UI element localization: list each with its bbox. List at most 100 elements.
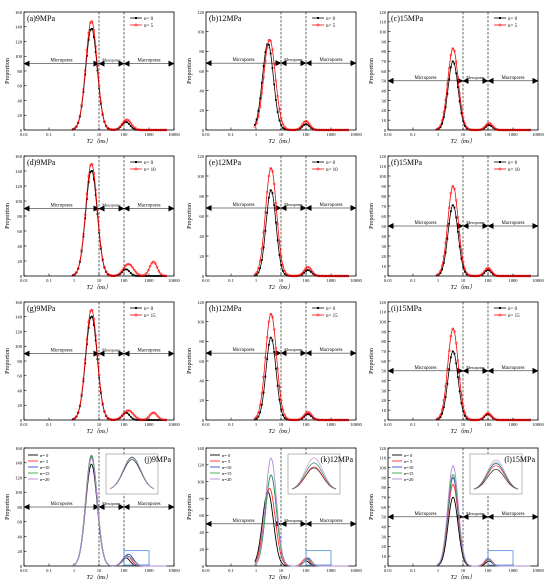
series-marker bbox=[134, 270, 138, 274]
series-marker bbox=[280, 408, 283, 411]
series-marker bbox=[154, 419, 157, 421]
y-tick-label: 80 bbox=[199, 339, 204, 344]
panel-title: (b)12MPa bbox=[209, 14, 242, 23]
series-line bbox=[254, 457, 349, 567]
y-tick-label: 20 bbox=[381, 254, 386, 259]
series-marker bbox=[323, 418, 327, 422]
series-marker bbox=[437, 416, 440, 420]
series-marker bbox=[444, 251, 447, 254]
series-marker bbox=[300, 123, 304, 126]
series-marker bbox=[117, 417, 120, 420]
series-marker bbox=[288, 418, 292, 422]
series-marker bbox=[99, 100, 103, 104]
zoom-box bbox=[123, 550, 150, 566]
legend-marker bbox=[135, 161, 137, 163]
y-tick-label: 110 bbox=[379, 20, 386, 25]
series-marker bbox=[481, 127, 484, 131]
series-marker bbox=[344, 128, 348, 132]
x-tick-label: 0.1 bbox=[410, 422, 416, 427]
x-tick-label: 0.1 bbox=[228, 132, 234, 137]
series-marker bbox=[142, 275, 144, 277]
inset-curve bbox=[473, 459, 519, 490]
series-marker bbox=[486, 122, 490, 125]
series-marker bbox=[156, 275, 159, 277]
series-marker bbox=[504, 128, 507, 132]
series-line bbox=[254, 39, 349, 131]
series-marker bbox=[83, 69, 87, 72]
zone-label: Mesopores bbox=[284, 202, 303, 207]
series-marker bbox=[262, 65, 265, 68]
y-tick-label: 40 bbox=[381, 234, 386, 239]
series-marker bbox=[457, 376, 459, 379]
series-marker bbox=[85, 54, 88, 57]
zone-label: Macropores bbox=[320, 519, 343, 524]
series-marker bbox=[500, 274, 504, 278]
series-marker bbox=[71, 418, 74, 421]
series-marker bbox=[449, 191, 453, 195]
series-marker bbox=[117, 273, 120, 276]
legend-label: n= 0 bbox=[508, 17, 518, 22]
series-marker bbox=[271, 192, 274, 195]
legend-marker bbox=[316, 23, 320, 27]
series-marker bbox=[97, 228, 101, 232]
series-marker bbox=[464, 415, 466, 417]
zone-label: Mesopores bbox=[102, 58, 121, 63]
x-tick-label: 10 bbox=[279, 422, 284, 427]
y-tick-label: 0 bbox=[20, 564, 23, 569]
series-marker bbox=[344, 418, 348, 422]
series-marker bbox=[162, 274, 166, 278]
series-marker bbox=[458, 91, 461, 95]
legend-label: n= 5 bbox=[404, 459, 413, 464]
x-tick-label: 100 bbox=[303, 132, 311, 137]
series-marker bbox=[295, 274, 299, 278]
series-marker bbox=[258, 259, 262, 263]
series-marker bbox=[344, 274, 348, 278]
series-marker bbox=[481, 417, 484, 420]
series-marker bbox=[460, 112, 463, 114]
series-marker bbox=[512, 418, 516, 422]
series-marker bbox=[283, 413, 286, 417]
series-marker bbox=[439, 126, 442, 129]
panel-title: (h)12MPa bbox=[209, 304, 242, 313]
series-marker bbox=[103, 265, 106, 269]
series-marker bbox=[258, 403, 262, 407]
series-marker bbox=[442, 398, 446, 402]
series-marker bbox=[132, 413, 136, 417]
series-marker bbox=[138, 417, 141, 421]
series-marker bbox=[87, 181, 90, 184]
y-tick-label: 40 bbox=[199, 88, 204, 93]
series-marker bbox=[161, 418, 164, 421]
series-marker bbox=[128, 413, 130, 416]
series-marker bbox=[128, 270, 130, 273]
legend-label: n= 5 bbox=[144, 24, 154, 29]
series-marker bbox=[519, 128, 523, 132]
series-marker bbox=[266, 358, 269, 361]
x-tick-label: 100 bbox=[303, 422, 311, 427]
series-marker bbox=[161, 275, 164, 277]
series-marker bbox=[133, 128, 136, 130]
series-marker bbox=[467, 274, 470, 277]
series-marker bbox=[131, 417, 134, 420]
series-marker bbox=[262, 75, 265, 79]
series-marker bbox=[279, 116, 283, 120]
y-tick-label: 20 bbox=[17, 259, 22, 264]
series-marker bbox=[323, 128, 327, 132]
series-marker bbox=[271, 315, 274, 319]
x-tick-label: 1 bbox=[255, 422, 258, 427]
x-tick-label: 1 bbox=[255, 132, 258, 137]
series-marker bbox=[444, 241, 447, 245]
x-tick-label: 0.1 bbox=[410, 278, 416, 283]
series-marker bbox=[325, 418, 329, 422]
x-tick-label: 1000 bbox=[326, 278, 336, 283]
series-marker bbox=[288, 128, 292, 132]
series-marker bbox=[75, 415, 78, 418]
series-marker bbox=[278, 240, 281, 244]
series-marker bbox=[309, 413, 313, 416]
series-marker bbox=[454, 60, 458, 63]
series-marker bbox=[154, 128, 157, 132]
series-marker bbox=[140, 274, 143, 277]
x-tick-label: 100 bbox=[485, 422, 493, 427]
x-tick-label: 1000 bbox=[144, 422, 154, 427]
y-tick-label: 80 bbox=[199, 496, 204, 501]
series-marker bbox=[129, 415, 132, 418]
